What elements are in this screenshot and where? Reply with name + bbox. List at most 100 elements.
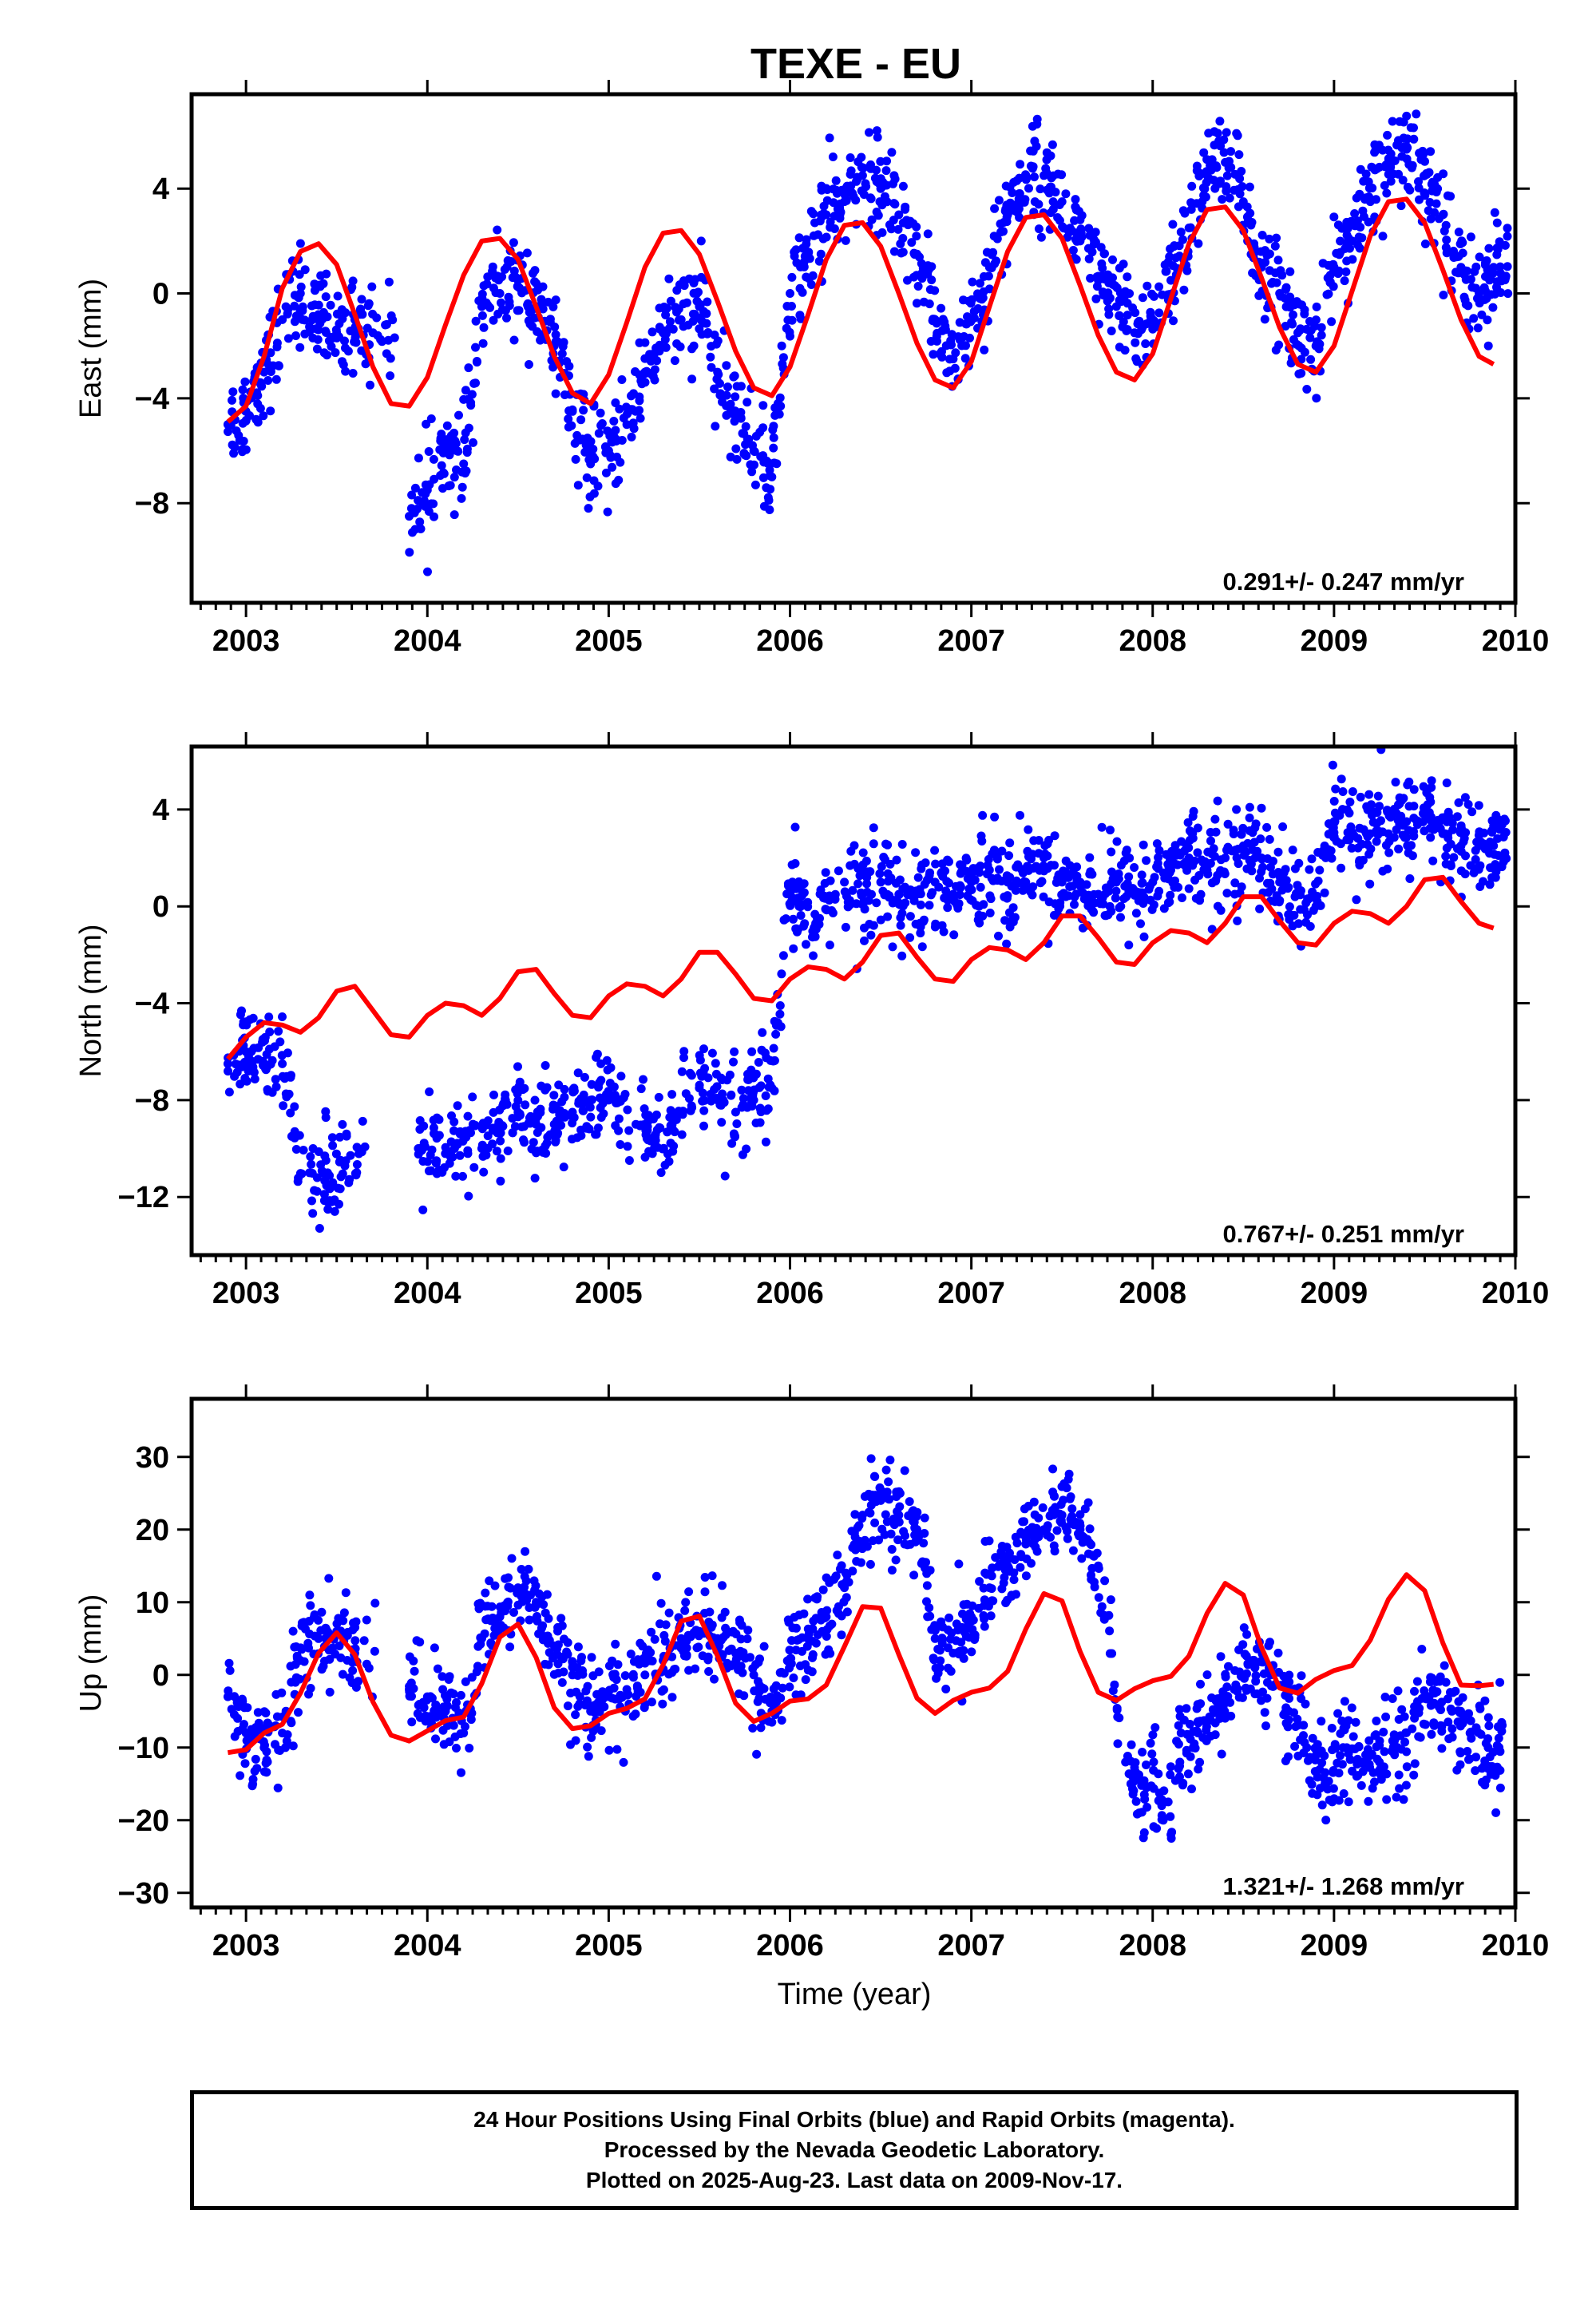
data-point: [976, 882, 985, 892]
data-point: [1330, 818, 1340, 827]
data-point: [1473, 323, 1483, 333]
data-point: [980, 1622, 989, 1631]
data-point: [254, 1043, 263, 1052]
data-point: [1365, 879, 1375, 889]
data-point: [1205, 174, 1214, 184]
data-point: [1428, 186, 1437, 196]
data-point: [497, 272, 507, 282]
data-point: [588, 1095, 596, 1104]
data-point: [1206, 858, 1215, 868]
data-point: [1150, 873, 1159, 882]
data-point: [1120, 287, 1130, 296]
data-point: [1028, 850, 1037, 859]
data-point: [1116, 861, 1126, 870]
data-point: [703, 1073, 713, 1083]
data-point: [1357, 839, 1366, 849]
data-point: [773, 1018, 782, 1028]
data-point: [1315, 1749, 1325, 1758]
data-point: [1469, 314, 1479, 323]
data-point: [310, 1610, 319, 1619]
y-tick-label: 0: [152, 278, 169, 311]
data-point: [488, 1614, 497, 1622]
data-point: [434, 1115, 444, 1124]
data-point: [1042, 168, 1051, 178]
data-point: [854, 1521, 864, 1531]
data-point: [770, 410, 780, 420]
data-point: [1398, 176, 1408, 185]
data-point: [895, 1502, 905, 1511]
data-point: [1394, 1770, 1404, 1780]
data-point: [736, 1634, 746, 1644]
data-point: [1373, 791, 1383, 801]
data-point: [1471, 1753, 1481, 1762]
data-point: [706, 352, 715, 362]
data-point: [240, 1720, 248, 1729]
data-point: [1313, 876, 1323, 885]
data-point: [660, 335, 670, 344]
data-point: [1066, 1492, 1075, 1502]
data-point: [473, 1662, 482, 1671]
data-point: [1275, 896, 1285, 905]
data-point: [588, 1671, 598, 1681]
data-point: [747, 467, 757, 477]
data-point: [1458, 1693, 1467, 1702]
data-point: [1139, 1776, 1149, 1785]
data-point: [798, 888, 808, 897]
data-point: [1024, 184, 1033, 193]
data-point: [1337, 774, 1346, 784]
data-point: [896, 913, 905, 922]
data-point: [655, 1123, 665, 1133]
data-point: [1186, 204, 1196, 214]
data-point: [1018, 1517, 1028, 1527]
data-point: [1492, 250, 1502, 259]
data-point: [970, 875, 980, 885]
data-point: [886, 1529, 896, 1539]
data-point: [984, 865, 994, 875]
data-point: [1380, 1747, 1389, 1757]
data-point: [449, 1689, 458, 1699]
data-point: [534, 1629, 544, 1638]
data-point: [323, 1205, 333, 1214]
data-point: [1195, 1717, 1205, 1726]
data-point: [1206, 836, 1215, 846]
data-point: [605, 431, 615, 441]
data-point: [308, 333, 318, 343]
data-point: [300, 315, 310, 325]
plot-frame: [189, 744, 1518, 1258]
data-point: [1368, 807, 1378, 817]
data-point: [659, 303, 669, 311]
data-point: [968, 1601, 977, 1610]
data-point: [1364, 1796, 1373, 1806]
data-point: [865, 1508, 875, 1518]
data-point: [757, 1045, 766, 1055]
data-point: [933, 336, 941, 346]
data-point: [1061, 1523, 1071, 1532]
data-point: [815, 216, 825, 226]
data-point: [1442, 778, 1451, 788]
data-point: [822, 1632, 831, 1641]
data-point: [283, 304, 293, 314]
data-point: [1260, 315, 1269, 324]
data-point: [477, 1124, 487, 1134]
data-point: [1154, 853, 1163, 862]
data-point: [301, 1624, 310, 1634]
data-point: [557, 1677, 567, 1687]
data-point: [1339, 1724, 1348, 1733]
data-point: [917, 942, 927, 952]
data-point: [1317, 1717, 1326, 1726]
data-point: [729, 1057, 738, 1067]
data-point: [925, 1611, 935, 1621]
data-point: [861, 856, 871, 865]
data-point: [1348, 255, 1357, 264]
data-point: [770, 458, 779, 468]
data-point: [1216, 1652, 1226, 1662]
data-point: [754, 1677, 762, 1686]
data-point: [278, 1059, 287, 1068]
data-point: [724, 1646, 734, 1655]
data-point: [1466, 1727, 1475, 1737]
data-point: [337, 305, 347, 315]
data-point: [1327, 854, 1337, 863]
data-point: [1456, 846, 1466, 856]
data-point: [407, 1717, 417, 1727]
data-point: [1034, 1513, 1044, 1523]
